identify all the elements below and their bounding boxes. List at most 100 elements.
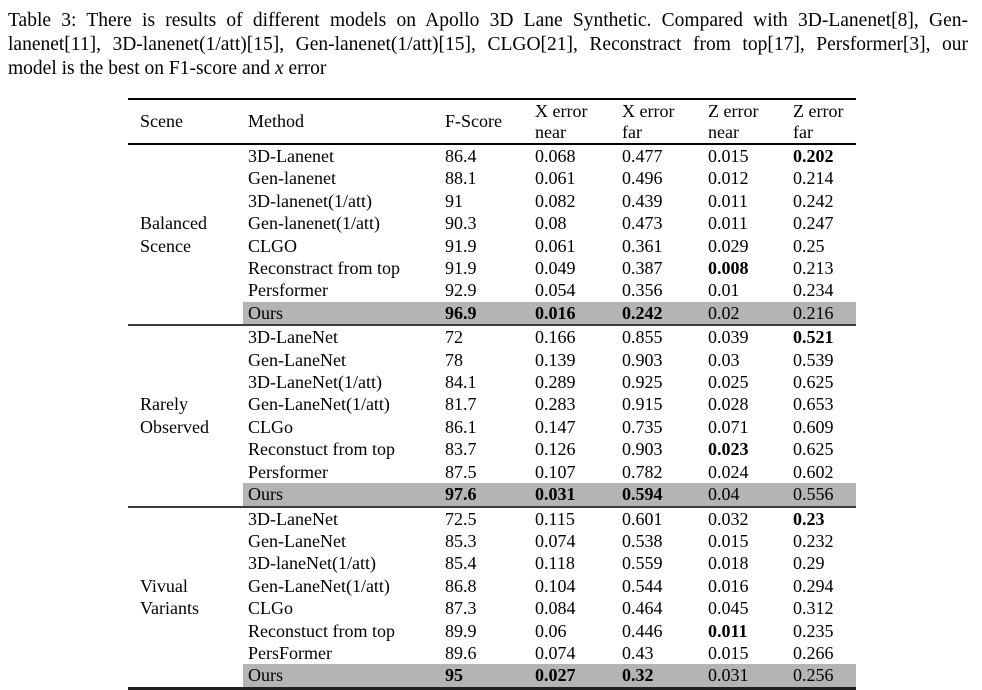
method-cell: Ours <box>243 483 440 507</box>
z-error-near-cell: 0.032 <box>708 508 749 529</box>
table-row: Gen-LaneNet(1/att) 86.8 0.104 0.544 0.01… <box>128 575 856 597</box>
z-error-far-cell: 0.214 <box>793 168 834 189</box>
table-row: Reconstuct from top 83.7 0.126 0.903 0.0… <box>128 438 856 460</box>
x-error-far-cell: 0.594 <box>617 483 703 507</box>
caption-line-3-tail: error <box>283 58 327 79</box>
fscore-cell: 95 <box>440 664 530 689</box>
section-balanced-scence: Balanced Scence 3D-Lanenet 86.4 0.068 0.4… <box>128 144 856 326</box>
table-row: Gen-LaneNet 78 0.139 0.903 0.03 0.539 <box>128 349 856 371</box>
z-error-near-cell: 0.028 <box>708 394 749 415</box>
z-error-far-cell: 0.312 <box>793 598 834 619</box>
ours-highlight-row: Ours 97.6 0.031 0.594 0.04 0.556 <box>128 483 856 507</box>
z-error-near-cell: 0.008 <box>708 258 749 279</box>
fscore-cell: 86.4 <box>445 146 477 166</box>
method-cell: Gen-LaneNet <box>248 349 346 370</box>
z-error-far-cell: 0.625 <box>793 372 834 393</box>
x-error-far-cell: 0.32 <box>617 664 703 689</box>
fscore-cell: 85.3 <box>445 530 477 551</box>
z-error-far-cell: 0.256 <box>788 664 856 689</box>
fscore-cell: 87.5 <box>445 461 477 482</box>
fscore-cell: 91 <box>445 190 463 211</box>
z-error-far-cell: 0.216 <box>788 301 856 326</box>
x-error-near-cell: 0.074 <box>535 530 576 551</box>
header-x-error-far: X error far <box>617 99 703 145</box>
caption-line-3: model is the best on F1-score and x erro… <box>8 57 968 81</box>
table-row: 3D-LaneNet(1/att) 84.1 0.289 0.925 0.025… <box>128 371 856 393</box>
ours-highlight-row: Ours 96.9 0.016 0.242 0.02 0.216 <box>128 301 856 326</box>
x-error-far-cell: 0.915 <box>622 394 663 415</box>
table-row: PersFormer 89.6 0.074 0.43 0.015 0.266 <box>128 642 856 664</box>
caption-line-3-text: model is the best on F1-score and <box>8 58 275 79</box>
header-z-error-near: Z error near <box>703 99 788 145</box>
fscore-cell: 84.1 <box>445 372 477 393</box>
z-error-near-cell: 0.015 <box>708 530 749 551</box>
x-error-near-cell: 0.118 <box>535 553 575 574</box>
fscore-cell: 87.3 <box>445 598 477 619</box>
table-row: Vivual Variants 3D-LaneNet 72.5 0.115 0.6… <box>128 507 856 619</box>
fscore-cell: 85.4 <box>445 553 477 574</box>
x-error-near-cell: 0.104 <box>535 575 576 596</box>
z-error-far-cell: 0.235 <box>793 620 834 641</box>
z-error-far-cell: 0.242 <box>793 190 834 211</box>
x-error-near-cell: 0.084 <box>535 598 576 619</box>
z-error-far-cell: 0.521 <box>793 327 834 348</box>
z-error-far-cell: 0.653 <box>793 394 834 415</box>
x-error-far-cell: 0.782 <box>622 461 663 482</box>
z-error-far-cell: 0.266 <box>793 642 834 663</box>
z-error-far-cell: 0.232 <box>793 530 834 551</box>
x-error-far-cell: 0.361 <box>622 235 663 256</box>
table-row: Gen-LaneNet 85.3 0.074 0.538 0.015 0.232 <box>128 530 856 552</box>
results-table: Scene Method F-Score X error near X error… <box>128 98 856 690</box>
x-error-far-cell: 0.903 <box>622 349 663 370</box>
fscore-cell: 91.9 <box>445 235 477 256</box>
caption-line-2: lanenet[11], 3D-lanenet(1/att)[15], Gen-… <box>8 34 968 55</box>
x-error-far-cell: 0.446 <box>622 620 663 641</box>
x-error-near-cell: 0.08 <box>535 213 567 234</box>
z-error-far-cell: 0.213 <box>793 258 834 279</box>
method-cell: 3D-LaneNet(1/att) <box>248 372 382 393</box>
fscore-cell: 86.1 <box>445 416 477 437</box>
x-error-far-cell: 0.538 <box>622 530 663 551</box>
z-error-near-cell: 0.029 <box>708 235 749 256</box>
method-cell: Reconstuct from top <box>248 620 395 641</box>
x-error-near-cell: 0.068 <box>535 146 576 166</box>
method-cell: Persformer <box>248 461 328 482</box>
z-error-near-cell: 0.018 <box>708 553 749 574</box>
x-error-far-cell: 0.559 <box>622 553 663 574</box>
fscore-cell: 72 <box>445 327 463 348</box>
x-error-far-cell: 0.387 <box>622 258 663 279</box>
fscore-cell: 78 <box>445 349 463 370</box>
method-cell: Reconstuct from top <box>248 439 395 460</box>
header-z-error-far: Z error far <box>788 99 856 145</box>
z-error-far-cell: 0.539 <box>793 349 834 370</box>
x-error-far-cell: 0.43 <box>622 642 654 663</box>
z-error-far-cell: 0.234 <box>793 280 834 301</box>
x-error-near-cell: 0.289 <box>535 372 576 393</box>
fscore-cell: 86.8 <box>445 575 477 596</box>
table-row: Reconstuct from top 89.9 0.06 0.446 0.01… <box>128 620 856 642</box>
z-error-near-cell: 0.011 <box>708 213 748 234</box>
x-error-near-cell: 0.074 <box>535 642 576 663</box>
x-error-near-cell: 0.027 <box>530 664 617 689</box>
z-error-near-cell: 0.02 <box>703 301 788 326</box>
x-error-near-cell: 0.016 <box>530 301 617 326</box>
z-error-near-cell: 0.071 <box>708 416 749 437</box>
scene-label: Balanced Scence <box>140 213 207 256</box>
z-error-near-cell: 0.03 <box>708 349 740 370</box>
fscore-cell: 90.3 <box>445 213 477 234</box>
x-error-near-cell: 0.061 <box>535 168 576 189</box>
x-error-far-cell: 0.464 <box>622 598 663 619</box>
table-row: Balanced Scence 3D-Lanenet 86.4 0.068 0.4… <box>128 144 856 256</box>
section-vivual-variants: Vivual Variants 3D-LaneNet 72.5 0.115 0.6… <box>128 506 856 689</box>
table-row: Gen-LaneNet(1/att) 81.7 0.283 0.915 0.02… <box>128 393 856 415</box>
caption-line-1: Table 3: There is results of different m… <box>8 10 968 31</box>
x-error-far-cell: 0.242 <box>617 301 703 326</box>
table-row: 3D-lanenet(1/att) 91 0.082 0.439 0.011 0… <box>128 190 856 212</box>
method-cell: 3D-lanenet(1/att) <box>248 190 372 211</box>
x-error-near-cell: 0.283 <box>535 394 576 415</box>
method-cell: CLGo <box>248 416 293 437</box>
z-error-near-cell: 0.023 <box>708 439 749 460</box>
z-error-far-cell: 0.609 <box>793 416 834 437</box>
table-header: Scene Method F-Score X error near X error… <box>128 99 856 145</box>
z-error-far-cell: 0.294 <box>793 575 834 596</box>
